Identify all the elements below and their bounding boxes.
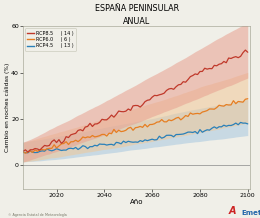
Text: © Agencia Estatal de Meteorología: © Agencia Estatal de Meteorología [8,213,67,217]
Text: Emet: Emet [242,210,260,216]
Text: A: A [229,206,236,216]
X-axis label: Año: Año [130,199,143,205]
Legend: RCP8.5     ( 14 ), RCP6.0     ( 6 ), RCP4.5     ( 13 ): RCP8.5 ( 14 ), RCP6.0 ( 6 ), RCP4.5 ( 13… [25,28,76,51]
Y-axis label: Cambio en noches cálidas (%): Cambio en noches cálidas (%) [4,63,10,152]
Title: ESPAÑA PENINSULAR
ANUAL: ESPAÑA PENINSULAR ANUAL [95,4,179,26]
